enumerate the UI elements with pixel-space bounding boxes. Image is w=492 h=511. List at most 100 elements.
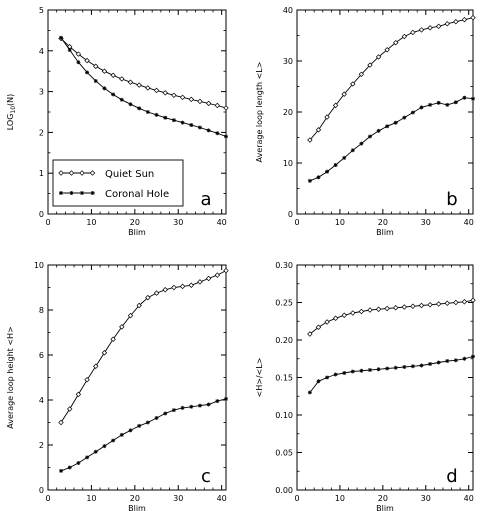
data-point-coronal-hole xyxy=(316,175,321,180)
data-point-coronal-hole xyxy=(180,405,185,410)
data-point-quiet-sun xyxy=(75,391,82,398)
y-tick-label: 4 xyxy=(39,47,44,56)
data-point-quiet-sun xyxy=(375,306,382,312)
y-tick-label: 30 xyxy=(283,57,293,66)
x-tick-label: 0 xyxy=(294,494,299,503)
y-tick-label: 0.25 xyxy=(275,299,293,308)
data-point-quiet-sun xyxy=(307,331,313,337)
data-point-quiet-sun xyxy=(384,305,390,312)
data-point-coronal-hole xyxy=(385,124,390,129)
data-point-coronal-hole xyxy=(215,131,220,136)
data-point-quiet-sun xyxy=(223,267,229,274)
data-point-coronal-hole xyxy=(119,432,124,437)
data-point-coronal-hole xyxy=(137,423,142,428)
y-tick-label: 3 xyxy=(39,88,44,97)
legend-marker-star xyxy=(59,191,63,195)
x-tick-label: 10 xyxy=(86,218,96,227)
x-tick-label: 20 xyxy=(130,218,140,227)
data-point-quiet-sun xyxy=(427,302,433,308)
data-point-quiet-sun xyxy=(435,301,442,307)
panel-letter: c xyxy=(201,466,211,487)
data-point-coronal-hole xyxy=(462,95,467,100)
data-point-coronal-hole xyxy=(85,70,90,75)
legend-marker-star xyxy=(69,191,74,195)
y-tick-label: 8 xyxy=(39,306,44,315)
data-point-quiet-sun xyxy=(393,39,399,46)
data-point-coronal-hole xyxy=(154,112,159,117)
data-point-coronal-hole xyxy=(307,390,312,395)
data-point-coronal-hole xyxy=(215,399,220,404)
data-point-quiet-sun xyxy=(315,324,322,330)
y-axis-label: <H>/<L> xyxy=(255,358,264,398)
x-tick-label: 10 xyxy=(335,218,345,227)
data-point-quiet-sun xyxy=(171,284,177,291)
data-point-quiet-sun xyxy=(197,98,203,105)
data-point-quiet-sun xyxy=(350,81,356,87)
data-point-quiet-sun xyxy=(214,272,221,278)
y-tick-label: 0.20 xyxy=(275,336,293,345)
x-tick-label: 40 xyxy=(464,494,474,503)
legend-entry-label: Coronal Hole xyxy=(105,189,169,200)
data-point-quiet-sun xyxy=(67,406,73,412)
series-line-coronal-hole xyxy=(60,398,227,472)
data-point-coronal-hole xyxy=(163,411,168,416)
data-point-coronal-hole xyxy=(453,358,458,363)
series-line-coronal-hole xyxy=(60,37,227,137)
data-point-coronal-hole xyxy=(428,102,433,107)
data-point-quiet-sun xyxy=(153,87,160,94)
data-point-coronal-hole xyxy=(325,375,330,380)
y-tick-label: 10 xyxy=(283,159,293,168)
legend-entry-label: Quiet Sun xyxy=(105,169,154,180)
legend-marker-star xyxy=(90,191,95,195)
data-point-quiet-sun xyxy=(418,27,425,33)
x-tick-label: 30 xyxy=(173,218,183,227)
data-point-coronal-hole xyxy=(342,371,347,375)
data-point-coronal-hole xyxy=(76,461,81,465)
x-tick-label: 20 xyxy=(378,218,388,227)
data-point-coronal-hole xyxy=(102,444,107,449)
data-point-quiet-sun xyxy=(358,308,365,315)
data-point-quiet-sun xyxy=(145,85,151,91)
data-point-coronal-hole xyxy=(462,356,467,361)
data-point-coronal-hole xyxy=(402,365,407,369)
data-point-coronal-hole xyxy=(189,404,194,409)
data-point-coronal-hole xyxy=(445,359,450,363)
data-point-quiet-sun xyxy=(127,312,134,319)
legend-marker-diamond xyxy=(89,170,96,176)
data-point-coronal-hole xyxy=(453,100,458,105)
plot-frame xyxy=(47,264,227,491)
data-point-coronal-hole xyxy=(316,379,321,384)
data-point-coronal-hole xyxy=(197,403,202,408)
plot-frame xyxy=(296,264,474,491)
data-point-quiet-sun xyxy=(93,363,99,369)
data-point-quiet-sun xyxy=(435,23,442,30)
x-axis-label: Blim xyxy=(376,504,394,511)
data-point-quiet-sun xyxy=(470,14,476,21)
panel-letter: b xyxy=(446,189,457,210)
data-point-quiet-sun xyxy=(324,319,330,325)
data-point-coronal-hole xyxy=(307,178,312,183)
y-tick-label: 0.30 xyxy=(275,261,293,270)
data-point-coronal-hole xyxy=(410,110,415,115)
y-axis-label: Average loop length <L> xyxy=(255,62,264,163)
data-point-coronal-hole xyxy=(224,396,228,401)
x-tick-label: 30 xyxy=(421,218,431,227)
y-axis-label-subscript: 10 xyxy=(10,106,17,114)
data-point-coronal-hole xyxy=(445,102,450,107)
data-point-quiet-sun xyxy=(84,377,90,383)
data-point-coronal-hole xyxy=(59,468,64,473)
data-point-quiet-sun xyxy=(127,79,134,85)
data-point-coronal-hole xyxy=(189,123,194,128)
y-tick-label: 0.15 xyxy=(275,374,293,383)
legend-marker-diamond xyxy=(58,170,64,176)
data-point-coronal-hole xyxy=(145,420,150,425)
data-point-coronal-hole xyxy=(376,128,381,133)
data-point-coronal-hole xyxy=(436,360,441,365)
data-point-quiet-sun xyxy=(153,290,160,296)
data-point-quiet-sun xyxy=(58,419,64,426)
data-point-quiet-sun xyxy=(145,294,151,301)
data-point-quiet-sun xyxy=(84,57,90,64)
data-point-coronal-hole xyxy=(171,118,176,123)
data-point-coronal-hole xyxy=(333,372,338,377)
